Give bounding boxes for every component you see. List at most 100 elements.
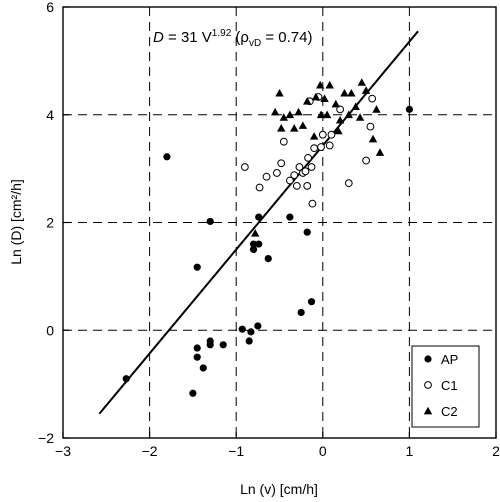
point-c1 [318,130,327,139]
regression-line [98,30,419,415]
point-ap [206,217,214,226]
point-ap [193,344,201,352]
point-c1 [301,167,310,176]
data-points [122,78,413,397]
point-ap [249,240,258,248]
y-axis-label: Ln (D) [cm²/h] [8,179,24,265]
point-c1 [303,181,312,190]
point-c2 [361,86,371,94]
point-ap [264,254,272,263]
point-ap [122,375,130,383]
point-c2 [334,126,343,135]
point-c2 [303,97,312,105]
point-c2 [285,110,295,119]
fit-equation: D = 31 V1.92 (ρvD = 0.74) [153,28,313,49]
point-c2 [275,89,284,97]
point-c1 [366,122,375,131]
point-c2 [298,121,308,129]
point-c1 [290,171,299,179]
point-c2 [331,99,340,108]
point-c2 [355,113,365,121]
x-tick-label: 1 [406,443,414,459]
y-tick-label: 4 [46,107,54,123]
point-c2 [335,115,345,124]
point-c2 [277,124,286,132]
point-c1 [304,153,312,162]
point-c1 [279,137,288,146]
point-ap [189,389,197,397]
point-c2 [347,89,356,97]
y-tick-label: −2 [38,430,54,446]
point-c2 [372,105,381,113]
point-c2 [340,89,349,97]
point-c2 [279,113,289,121]
point-c1 [317,143,325,151]
point-c1 [255,183,264,192]
point-c2 [368,134,378,143]
point-c2 [357,78,366,86]
point-c2 [270,107,280,116]
point-ap [286,213,294,221]
legend-label-ap: AP [441,352,458,367]
point-ap [307,298,316,306]
point-ap [199,364,207,372]
point-c2 [316,110,326,119]
point-c1 [292,181,301,190]
x-tick-label: −1 [228,443,244,459]
point-ap [206,341,214,349]
point-c2 [290,124,299,132]
point-c2 [251,229,260,237]
point-c1 [307,163,316,171]
legend: AP C1 C2 [411,345,480,428]
point-c1 [285,176,294,185]
point-c1 [344,179,353,188]
legend-label-c1: C1 [441,378,458,393]
legend-label-c2: C2 [441,404,458,419]
point-ap [238,325,246,333]
y-tick-label: 6 [46,0,54,15]
point-ap [297,308,305,317]
point-ap [245,337,253,345]
point-ap [255,213,263,221]
axis-ticks [62,6,497,439]
point-c2 [322,110,332,119]
x-tick-labels: −3 −2 −1 0 1 2 [55,443,500,459]
point-c2 [294,107,303,116]
point-ap [303,228,311,236]
point-ap [249,245,258,254]
point-c1 [240,163,249,171]
x-tick-label: −2 [142,443,158,459]
y-tick-labels: −2 0 2 4 6 [38,0,54,446]
legend-box [411,345,480,428]
point-ap [193,353,201,361]
x-tick-label: −3 [55,443,71,459]
point-c1 [362,156,371,165]
point-c1 [262,172,271,181]
point-ap [193,263,201,271]
point-c1 [277,159,286,168]
point-c2 [325,80,334,89]
point-c2 [351,102,360,111]
point-ap [219,341,227,349]
point-c1 [295,163,304,171]
point-ap [163,153,171,161]
point-ap [255,240,263,248]
point-c1 [336,105,345,114]
y-tick-label: 0 [46,322,54,338]
point-c2 [375,148,385,156]
point-c2 [309,132,319,140]
y-tick-label: 2 [46,215,54,231]
legend-marker-c2 [423,406,433,415]
point-ap [405,105,413,113]
legend-marker-ap [424,355,432,363]
grid-lines [63,7,496,438]
point-c1 [327,130,336,139]
point-c1 [273,169,281,177]
point-c2 [311,92,321,101]
point-c2 [344,110,353,119]
point-c1 [310,144,319,153]
point-ap [254,322,262,330]
x-tick-label: 0 [319,443,327,459]
point-c1 [368,94,377,103]
